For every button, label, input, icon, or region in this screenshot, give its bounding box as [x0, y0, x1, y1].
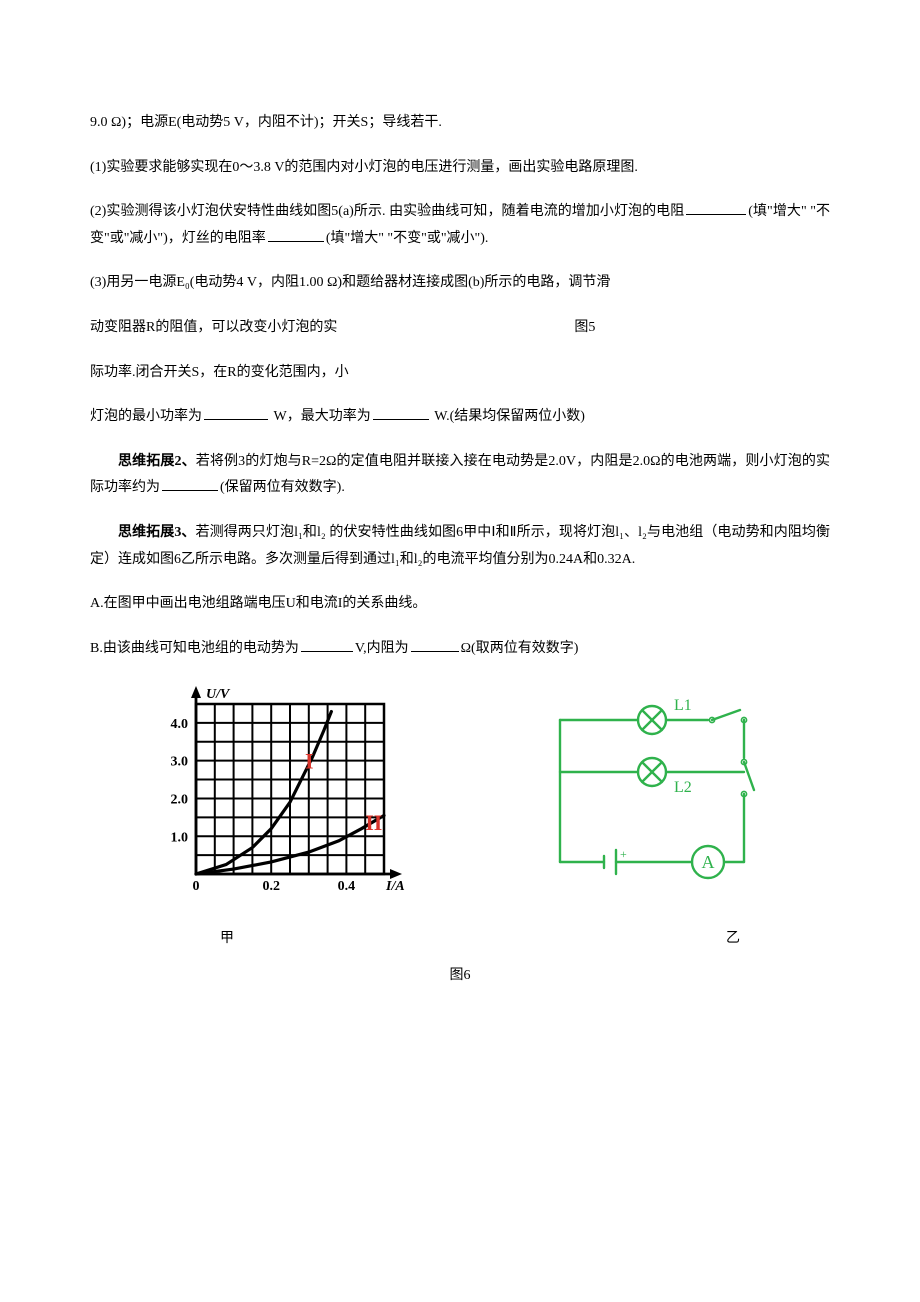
ext3B-b: V,内阻为	[355, 641, 409, 656]
blank-min-power[interactable]	[204, 407, 268, 421]
question-3-line3: 际功率.闭合开关S，在R的变化范围内，小	[90, 360, 830, 387]
q3-l4-a: 灯泡的最小功率为	[90, 409, 202, 424]
blank-max-power[interactable]	[373, 407, 429, 421]
ext3B-c: Ω(取两位有效数字)	[461, 641, 579, 656]
question-3-line4: 灯泡的最小功率为 W，最大功率为 W.(结果均保留两位小数)	[90, 404, 830, 431]
blank-resistivity-trend[interactable]	[268, 228, 324, 242]
figure-6-row: U/VI/A1.02.03.04.000.20.4III +AL1L2	[90, 686, 830, 916]
figure5-caption: 图5	[574, 320, 595, 335]
line-preamble: 9.0 Ω)；电源E(电动势5 V，内阻不计)；开关S；导线若干.	[90, 110, 830, 137]
circuit-diagram: + A L1 L2	[530, 686, 770, 906]
svg-text:I: I	[305, 749, 314, 774]
svg-text:I/A: I/A	[385, 879, 405, 894]
blank-resistance-trend[interactable]	[686, 202, 746, 216]
svg-text:2.0: 2.0	[171, 793, 189, 808]
ext2-text-b: (保留两位有效数字).	[220, 480, 345, 495]
svg-text:1.0: 1.0	[171, 831, 189, 846]
caption-right: 乙	[726, 926, 740, 953]
blank-emf[interactable]	[301, 638, 353, 652]
q3-l4-b: W，最大功率为	[270, 409, 371, 424]
q2-text-c: (填"增大" "不变"或"减小").	[326, 231, 489, 246]
vi-chart: U/VI/A1.02.03.04.000.20.4III	[150, 686, 410, 916]
q3-l2-a: 动变阻器R的阻值，可以改变小灯泡的实	[90, 320, 337, 335]
svg-text:3.0: 3.0	[171, 755, 189, 770]
svg-text:0.4: 0.4	[338, 879, 356, 894]
caption-left: 甲	[220, 926, 234, 953]
svg-text:+: +	[620, 847, 627, 861]
blank-actual-power[interactable]	[162, 478, 218, 492]
svg-text:L1: L1	[674, 697, 692, 714]
q2-text-a: (2)实验测得该小灯泡伏安特性曲线如图5(a)所示. 由实验曲线可知，随着电流的…	[90, 204, 684, 219]
question-3-line1: (3)用另一电源E₀(电动势4 V，内阻1.00 Ω)和题给器材连接成图(b)所…	[90, 270, 830, 297]
extension-3-A: A.在图甲中画出电池组路端电压U和电流I的关系曲线。	[90, 591, 830, 618]
figure-6-subcaptions: 甲 乙	[90, 926, 830, 953]
ext3-label: 思维拓展3、	[118, 525, 196, 540]
svg-text:II: II	[365, 810, 382, 835]
question-2: (2)实验测得该小灯泡伏安特性曲线如图5(a)所示. 由实验曲线可知，随着电流的…	[90, 199, 830, 252]
svg-text:A: A	[702, 852, 715, 872]
extension-2: 思维拓展2、若将例3的灯炮与R=2Ω的定值电阻并联接入接在电动势是2.0V，内阻…	[90, 449, 830, 502]
ext3-text-a: 若测得两只灯泡l₁和l₂ 的伏安特性曲线如图6甲中Ⅰ和Ⅱ所示，现将灯泡l₁、l₂…	[90, 525, 830, 567]
question-1: (1)实验要求能够实现在0～3.8 V的范围内对小灯泡的电压进行测量，画出实验电…	[90, 155, 830, 182]
svg-text:U/V: U/V	[206, 687, 231, 702]
ext2-label: 思维拓展2、	[118, 454, 196, 469]
figure-6-caption: 图6	[90, 963, 830, 990]
extension-3: 思维拓展3、若测得两只灯泡l₁和l₂ 的伏安特性曲线如图6甲中Ⅰ和Ⅱ所示，现将灯…	[90, 520, 830, 573]
ext3B-a: B.由该曲线可知电池组的电动势为	[90, 641, 299, 656]
extension-3-B: B.由该曲线可知电池组的电动势为 V,内阻为 Ω(取两位有效数字)	[90, 636, 830, 663]
blank-internal-r[interactable]	[411, 638, 459, 652]
question-3-line2: 动变阻器R的阻值，可以改变小灯泡的实 图5	[90, 315, 830, 342]
svg-text:4.0: 4.0	[171, 717, 189, 732]
svg-text:L2: L2	[674, 779, 692, 796]
svg-text:0: 0	[193, 879, 200, 894]
q3-l4-c: W.(结果均保留两位小数)	[431, 409, 585, 424]
svg-text:0.2: 0.2	[262, 879, 280, 894]
